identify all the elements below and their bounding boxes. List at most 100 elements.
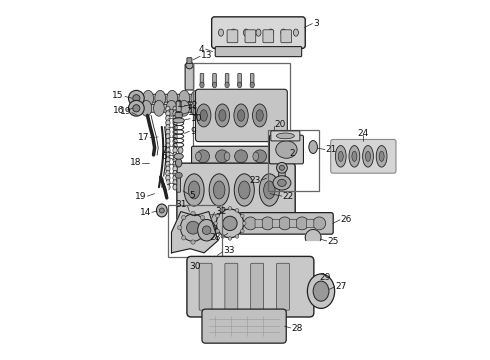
Ellipse shape (234, 174, 254, 206)
Ellipse shape (229, 100, 240, 116)
Ellipse shape (166, 143, 170, 149)
Ellipse shape (173, 161, 177, 167)
FancyBboxPatch shape (270, 135, 303, 164)
Ellipse shape (309, 140, 318, 153)
Ellipse shape (166, 129, 170, 135)
FancyBboxPatch shape (202, 309, 286, 343)
FancyBboxPatch shape (176, 101, 181, 112)
Ellipse shape (156, 204, 167, 217)
Text: 6: 6 (161, 152, 167, 161)
Ellipse shape (313, 217, 326, 230)
Polygon shape (305, 230, 321, 240)
FancyBboxPatch shape (227, 30, 238, 43)
Ellipse shape (184, 174, 204, 206)
Ellipse shape (173, 134, 177, 139)
Ellipse shape (209, 174, 229, 206)
Ellipse shape (241, 214, 244, 218)
Ellipse shape (188, 181, 200, 199)
Ellipse shape (166, 100, 177, 116)
Ellipse shape (254, 150, 267, 163)
Ellipse shape (225, 82, 229, 88)
FancyBboxPatch shape (212, 17, 305, 48)
Ellipse shape (173, 138, 177, 144)
Ellipse shape (276, 162, 287, 173)
Ellipse shape (173, 111, 177, 117)
Text: 20: 20 (275, 120, 286, 129)
Ellipse shape (178, 147, 183, 153)
FancyBboxPatch shape (196, 89, 287, 141)
Bar (269, 130, 318, 191)
Ellipse shape (173, 125, 177, 130)
Ellipse shape (276, 133, 294, 139)
FancyBboxPatch shape (138, 94, 243, 102)
Ellipse shape (191, 90, 202, 106)
Text: 1: 1 (176, 100, 182, 109)
Ellipse shape (179, 90, 190, 106)
FancyBboxPatch shape (185, 64, 194, 90)
Ellipse shape (200, 82, 204, 88)
Ellipse shape (166, 166, 170, 172)
Ellipse shape (256, 110, 263, 121)
Text: 18: 18 (130, 158, 142, 167)
Ellipse shape (223, 216, 237, 230)
Ellipse shape (259, 174, 279, 206)
Text: 30: 30 (189, 262, 200, 271)
Ellipse shape (166, 125, 170, 130)
Ellipse shape (376, 145, 387, 167)
Bar (168, 205, 221, 257)
FancyBboxPatch shape (281, 30, 292, 43)
Text: 14: 14 (140, 208, 151, 217)
Ellipse shape (235, 235, 239, 238)
Text: 33: 33 (223, 246, 235, 255)
Ellipse shape (216, 150, 228, 163)
Ellipse shape (196, 150, 210, 163)
Ellipse shape (227, 90, 238, 106)
Text: 3: 3 (313, 19, 319, 28)
FancyBboxPatch shape (187, 58, 192, 63)
Ellipse shape (234, 104, 248, 127)
FancyBboxPatch shape (271, 131, 300, 141)
Ellipse shape (200, 110, 207, 121)
Ellipse shape (166, 161, 170, 167)
Ellipse shape (186, 62, 193, 69)
Ellipse shape (143, 90, 153, 106)
Ellipse shape (173, 148, 177, 153)
FancyBboxPatch shape (215, 46, 302, 57)
Ellipse shape (253, 152, 259, 161)
FancyBboxPatch shape (276, 263, 290, 310)
Ellipse shape (180, 214, 205, 241)
FancyBboxPatch shape (192, 146, 280, 166)
Ellipse shape (243, 222, 246, 225)
Ellipse shape (238, 82, 242, 88)
Ellipse shape (173, 171, 177, 176)
Text: 25: 25 (327, 237, 339, 246)
Text: 12: 12 (187, 101, 198, 110)
Ellipse shape (191, 211, 195, 216)
Text: 27: 27 (335, 282, 347, 291)
Ellipse shape (313, 281, 329, 301)
FancyBboxPatch shape (251, 263, 264, 310)
Ellipse shape (264, 181, 275, 199)
Ellipse shape (252, 104, 267, 127)
Ellipse shape (335, 145, 346, 167)
FancyBboxPatch shape (213, 73, 216, 86)
FancyBboxPatch shape (271, 215, 285, 226)
FancyBboxPatch shape (307, 219, 314, 228)
Ellipse shape (166, 115, 170, 121)
Ellipse shape (166, 106, 170, 112)
Ellipse shape (166, 175, 170, 181)
FancyBboxPatch shape (250, 73, 254, 86)
Ellipse shape (214, 222, 218, 225)
Ellipse shape (212, 82, 217, 88)
FancyBboxPatch shape (245, 30, 256, 43)
Ellipse shape (307, 274, 335, 309)
Ellipse shape (244, 29, 248, 36)
Text: 23: 23 (250, 176, 261, 185)
Ellipse shape (173, 152, 177, 158)
Ellipse shape (338, 151, 343, 161)
Ellipse shape (173, 184, 177, 190)
Ellipse shape (179, 100, 190, 116)
Text: 13: 13 (201, 51, 212, 60)
Ellipse shape (238, 110, 245, 121)
Text: 24: 24 (358, 129, 369, 138)
